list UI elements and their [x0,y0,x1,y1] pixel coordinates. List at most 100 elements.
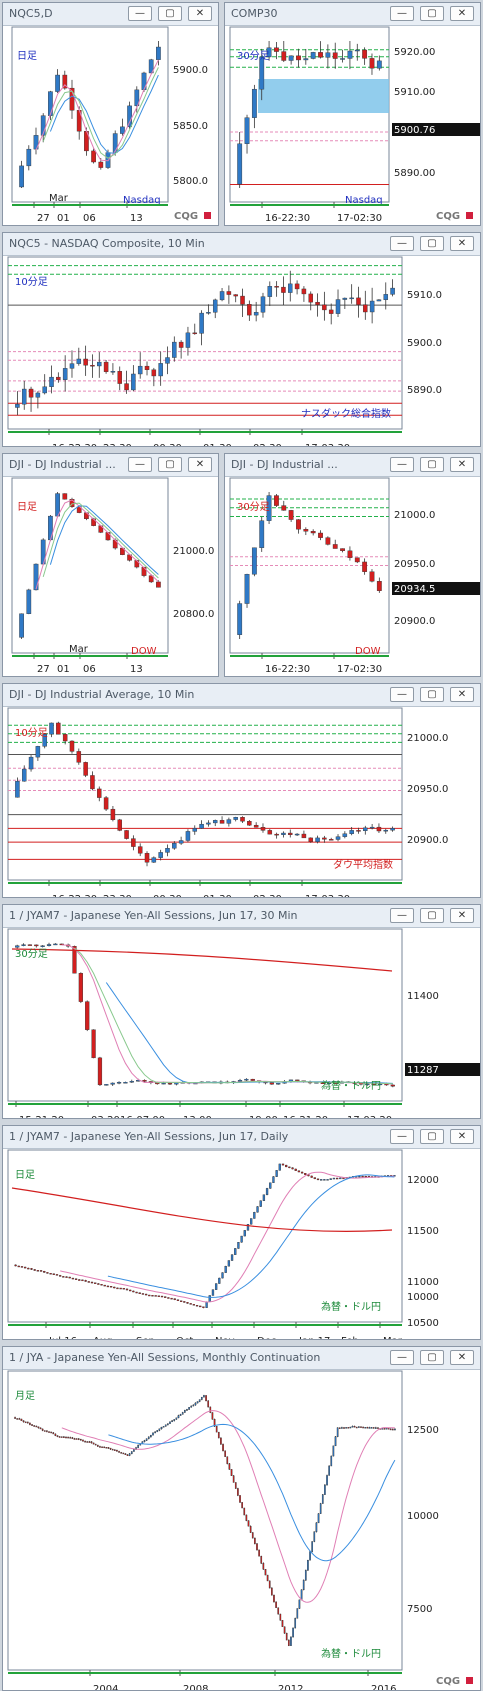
minimize-button[interactable]: — [390,687,414,702]
candle-body [134,89,140,107]
chart-area[interactable]: 月足 為替・ドル円 12500 10000 7500 2004 2008 2012 2016 CQ… [3,1369,480,1690]
candle-body [167,1297,170,1299]
window-titlebar[interactable]: COMP30 — ▢ ✕ [225,3,480,26]
chart-window-jyam[interactable]: 1 / JYA - Japanese Yen-All Sessions, Mon… [2,1346,481,1691]
chart-window-nqc5d[interactable]: NQC5,D — ▢ ✕ 日足 Nasdaq 5900.0 5850.0 5800.0 27 01 0… [2,2,219,226]
candle-body [58,1436,61,1438]
chart-area[interactable]: 日足 Nasdaq 5900.0 5850.0 5800.0 27 01 06 13 Mar CQG [3,25,218,225]
date-axis-label: Jul 16 [48,1336,77,1339]
candle-body [39,1270,43,1272]
window-titlebar[interactable]: NQC5,D — ▢ ✕ [3,3,218,26]
candle-body [296,519,301,530]
close-button[interactable]: ✕ [450,6,474,21]
window-titlebar[interactable]: 1 / JYA - Japanese Yen-All Sessions, Mon… [3,1347,480,1370]
restore-button[interactable]: ▢ [420,6,444,21]
chart-window-nqc510[interactable]: NQC5 - NASDAQ Composite, 10 Min — ▢ ✕ 10分足 ナス… [2,232,481,447]
window-titlebar[interactable]: 1 / JYAM7 - Japanese Yen-All Sessions, J… [3,905,480,928]
price-axis-label: 11000 [407,1277,439,1288]
close-button[interactable]: ✕ [450,1350,474,1365]
candle-body [26,1421,29,1424]
window-titlebar[interactable]: DJI - DJ Industrial Average, 10 Min — ▢ ✕ [3,684,480,707]
chart-svg[interactable]: 30分足 Nasdaq 5920.00 5910.00 5900.76 5890.00 16… [225,25,480,225]
candle-body [234,1482,237,1489]
candle-body [190,1405,193,1408]
chart-area[interactable]: 30分足 Nasdaq 5920.00 5910.00 5900.76 5890.00 16… [225,25,480,225]
chart-svg[interactable]: 日足 Nasdaq 5900.0 5850.0 5800.0 27 01 06 13 Mar CQG [3,25,218,225]
minimize-button[interactable]: — [390,6,414,21]
close-button[interactable]: ✕ [450,457,474,472]
price-axis-label: 10000 [407,1511,439,1522]
minimize-button[interactable]: — [390,236,414,251]
candle-body [375,1427,377,1429]
minimize-button[interactable]: — [390,1129,414,1144]
window-titlebar[interactable]: NQC5 - NASDAQ Composite, 10 Min — ▢ ✕ [3,233,480,256]
window-titlebar[interactable]: DJI - DJ Industrial ... — ▢ ✕ [3,454,218,477]
restore-button[interactable]: ▢ [420,908,444,923]
window-titlebar[interactable]: DJI - DJ Industrial ... — ▢ ✕ [225,454,480,477]
restore-button[interactable]: ▢ [420,457,444,472]
restore-button[interactable]: ▢ [420,236,444,251]
candle-body [26,148,32,167]
restore-button[interactable]: ▢ [420,1129,444,1144]
restore-button[interactable]: ▢ [158,457,182,472]
close-button[interactable]: ✕ [188,457,212,472]
candle-body [110,371,116,373]
candle-body [17,1265,20,1268]
minimize-button[interactable]: — [390,457,414,472]
close-icon: ✕ [195,8,205,19]
date-axis-label: 13:00 [183,1115,212,1118]
close-button[interactable]: ✕ [450,236,474,251]
chart-window-jya30[interactable]: 1 / JYAM7 - Japanese Yen-All Sessions, J… [2,904,481,1119]
chart-window-djid[interactable]: DJI - DJ Industrial ... — ▢ ✕ 日足 DOW 21000.0 20… [2,453,219,677]
restore-button[interactable]: ▢ [420,1350,444,1365]
candle-body [177,1415,180,1419]
date-axis-label: 16-22:30 [52,894,97,897]
restore-button[interactable]: ▢ [420,687,444,702]
candle-body [185,332,191,348]
close-button[interactable]: ✕ [450,908,474,923]
candle-body [363,827,368,831]
candle-body [308,837,313,842]
window-titlebar[interactable]: 1 / JYAM7 - Japanese Yen-All Sessions, J… [3,1126,480,1149]
candle-body [106,1285,110,1288]
chart-area[interactable]: 日足 DOW 21000.0 20800.0 27 01 06 13 Mar [3,476,218,676]
candle-body [107,1447,110,1449]
candle-body [277,1607,280,1615]
price-axis-label: 10500 [407,1318,439,1329]
restore-button[interactable]: ▢ [158,6,182,21]
candle-body [113,1286,116,1289]
chart-window-dji30[interactable]: DJI - DJ Industrial ... — ▢ ✕ 30分足 DOW 21000.0… [224,453,481,677]
candle-body [65,1276,68,1278]
minimize-button[interactable]: — [390,1350,414,1365]
candle-body [23,1266,27,1269]
candle-body [300,1589,303,1601]
chart-window-jyad[interactable]: 1 / JYAM7 - Japanese Yen-All Sessions, J… [2,1125,481,1340]
candle-body [111,1448,114,1451]
close-button[interactable]: ✕ [450,687,474,702]
minimize-button[interactable]: — [390,908,414,923]
chart-window-dji10[interactable]: DJI - DJ Industrial Average, 10 Min — ▢ ✕ 10… [2,683,481,898]
candle-body [353,1426,356,1428]
minimize-button[interactable]: — [128,457,152,472]
candle-body [42,386,47,394]
close-button[interactable]: ✕ [450,1129,474,1144]
candle-body [81,1279,84,1282]
close-button[interactable]: ✕ [188,6,212,21]
chart-window-comp30[interactable]: COMP30 — ▢ ✕ 30分足 Nasdaq 5920.00 5910.00 5900.76… [224,2,481,226]
chart-area[interactable]: 30分足 DOW 21000.0 20950.0 20934.5 20900.0 16-22… [225,476,480,676]
chart-svg[interactable]: 30分足 DOW 21000.0 20950.0 20934.5 20900.0 16-22… [225,476,480,676]
candle-body [110,1082,115,1085]
chart-svg[interactable]: 日足 DOW 21000.0 20800.0 27 01 06 13 Mar [3,476,218,676]
candle-body [383,1428,386,1430]
minimize-button[interactable]: — [128,6,152,21]
date-axis-label: 23:30 [103,894,132,897]
